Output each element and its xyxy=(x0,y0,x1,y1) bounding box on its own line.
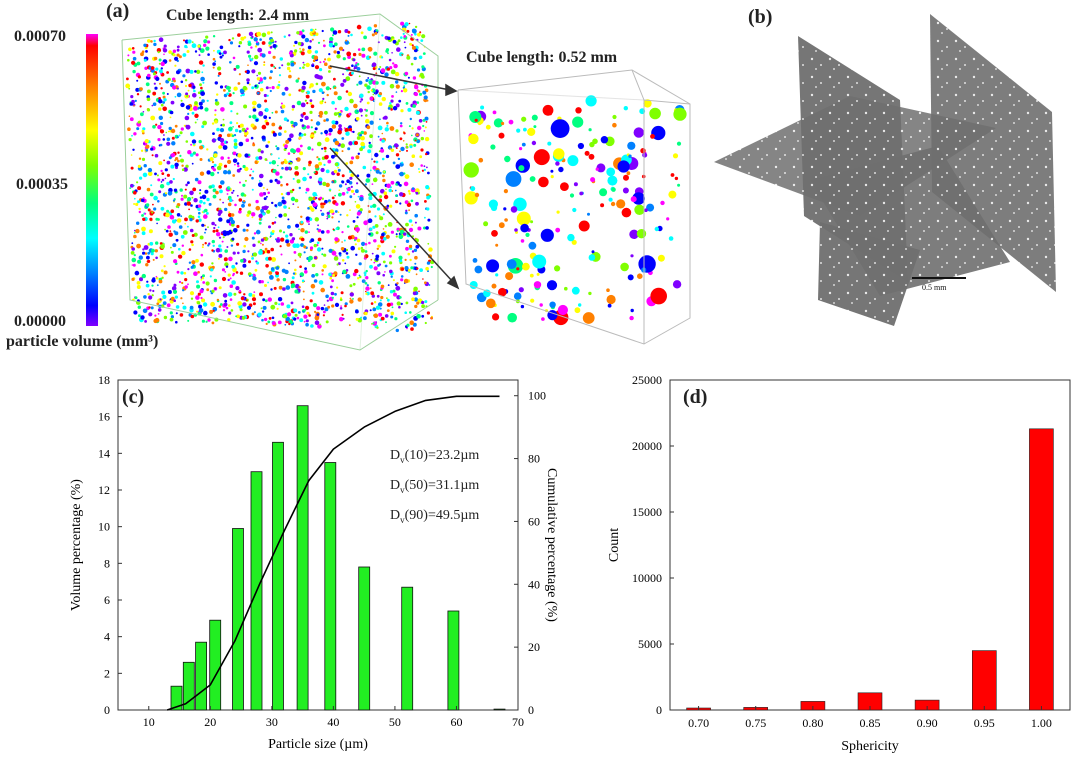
volume-bar-11 xyxy=(447,610,460,711)
sphericity-bar-1.00 xyxy=(1029,428,1054,711)
panel-a-label: (a) xyxy=(106,0,130,22)
y-axis-label-c: Volume percentage (%) xyxy=(69,479,84,611)
panel-c-label: (c) xyxy=(122,386,145,408)
dv10-annotation: Dv(10)=23.2µm xyxy=(390,448,480,465)
x-tick-label-d-0.75: 0.75 xyxy=(745,716,766,730)
panel-b-label: (b) xyxy=(748,6,773,28)
y2-tick-label-c-80: 80 xyxy=(528,452,540,466)
colorbar-mid-label: 0.00035 xyxy=(16,176,68,193)
x-tick-label-d-0.70: 0.70 xyxy=(688,716,709,730)
volume-bar-12 xyxy=(493,708,506,711)
x-tick-label-d-0.80: 0.80 xyxy=(802,716,823,730)
slice-plane-5 xyxy=(818,222,920,326)
chart-d: 0.70 0.75 0.80 0.85 0.90 0.95 1.00 0 5000 10000 15… xyxy=(607,373,1071,754)
y-tick-label-c-16: 16 xyxy=(98,410,110,424)
y-tick-label-d-20000: 20000 xyxy=(632,439,662,453)
y-tick-label-c-12: 12 xyxy=(98,483,110,497)
y-tick-label-c-14: 14 xyxy=(98,446,110,460)
volume-bar-1 xyxy=(182,661,195,711)
y2-tick-label-c-100: 100 xyxy=(528,389,546,403)
zoom-arrows xyxy=(329,65,460,290)
y-tick-label-c-6: 6 xyxy=(104,593,110,607)
x-axis-label-d: Sphericity xyxy=(841,739,899,754)
y2-tick-label-c-20: 20 xyxy=(528,640,540,654)
x-tick-label-d-1.00: 1.00 xyxy=(1031,716,1052,730)
y-tick-label-c-18: 18 xyxy=(98,373,110,387)
colorbar-title: particle volume (mm³) xyxy=(6,333,159,350)
large-cube-particles xyxy=(125,21,435,333)
x-tick-label-c-40: 40 xyxy=(327,715,339,729)
chart-c: 10 20 30 40 50 60 70 0 2 4 6 8 10 12 14 16 18 0 20 40 60 80 10… xyxy=(69,373,559,752)
volume-bar-4 xyxy=(232,528,244,711)
particle-cube-render xyxy=(121,13,691,351)
cube-small-title: Cube length: 0.52 mm xyxy=(466,49,618,66)
x-tick-label-d-0.95: 0.95 xyxy=(974,716,995,730)
y-axis-label-d: Count xyxy=(607,528,622,562)
y-tick-label-c-2: 2 xyxy=(104,666,110,680)
plot-frame-c xyxy=(117,379,519,711)
y-tick-label-d-10000: 10000 xyxy=(632,571,662,585)
x-tick-label-c-60: 60 xyxy=(450,715,462,729)
x-axis-label-c: Particle size (µm) xyxy=(268,737,368,752)
volume-bar-6 xyxy=(272,441,284,711)
sphericity-bar-0.95 xyxy=(971,650,997,711)
scale-bar-label: 0.5 mm xyxy=(922,283,947,292)
panel-d-label: (d) xyxy=(683,386,708,408)
small-cube-frame xyxy=(457,69,691,345)
dv50-annotation: Dv(50)=31.1µm xyxy=(390,477,480,495)
x-tick-label-c-10: 10 xyxy=(143,715,155,729)
x-tick-label-c-70: 70 xyxy=(512,715,524,729)
cumulative-curve xyxy=(166,395,500,711)
y2-axis-label-c: Cumulative percentage (%) xyxy=(544,468,559,622)
x-tick-label-d-0.90: 0.90 xyxy=(917,716,938,730)
plot-frame-d xyxy=(669,379,1071,711)
small-cube-particles xyxy=(463,95,687,326)
volume-bar-2 xyxy=(195,641,208,711)
colorbar-min-label: 0.00000 xyxy=(14,313,66,330)
volume-bar-0 xyxy=(170,685,183,711)
volume-bar-9 xyxy=(358,566,371,711)
y-tick-label-d-0: 0 xyxy=(656,703,662,717)
y2-tick-label-c-0: 0 xyxy=(528,703,534,717)
y-tick-label-c-0: 0 xyxy=(104,703,110,717)
volume-bar-10 xyxy=(401,586,414,711)
slice-plane-2 xyxy=(930,14,1056,292)
x-tick-label-d-0.85: 0.85 xyxy=(860,716,881,730)
volume-bar-8 xyxy=(324,462,337,711)
y2-tick-label-c-40: 40 xyxy=(528,577,540,591)
y-tick-label-d-5000: 5000 xyxy=(638,637,662,651)
colorbar-max-label: 0.00070 xyxy=(14,28,66,45)
y-tick-label-d-15000: 15000 xyxy=(632,505,662,519)
slice-plane-3 xyxy=(714,96,996,216)
x-tick-label-c-20: 20 xyxy=(204,715,216,729)
cube-large-title: Cube length: 2.4 mm xyxy=(166,7,310,24)
y-tick-label-c-4: 4 xyxy=(104,630,110,644)
x-tick-label-c-50: 50 xyxy=(389,715,401,729)
y-tick-label-c-8: 8 xyxy=(104,556,110,570)
x-tick-label-c-30: 30 xyxy=(266,715,278,729)
volume-bar-7 xyxy=(296,405,309,711)
large-cube-frame xyxy=(121,13,439,351)
y-tick-label-c-10: 10 xyxy=(98,520,110,534)
colorbar-gradient xyxy=(86,34,98,326)
volume-bar-3 xyxy=(209,619,222,711)
y2-tick-label-c-60: 60 xyxy=(528,514,540,528)
dv-annotations: Dv(10)=23.2µm Dv(50)=31.1µm Dv(90)=49.5µ… xyxy=(390,443,479,532)
dv90-annotation: Dv(90)=49.5µm xyxy=(390,507,480,525)
y-tick-label-d-25000: 25000 xyxy=(632,373,662,387)
orthogonal-slices-render: 0.5 mm xyxy=(714,14,1056,326)
